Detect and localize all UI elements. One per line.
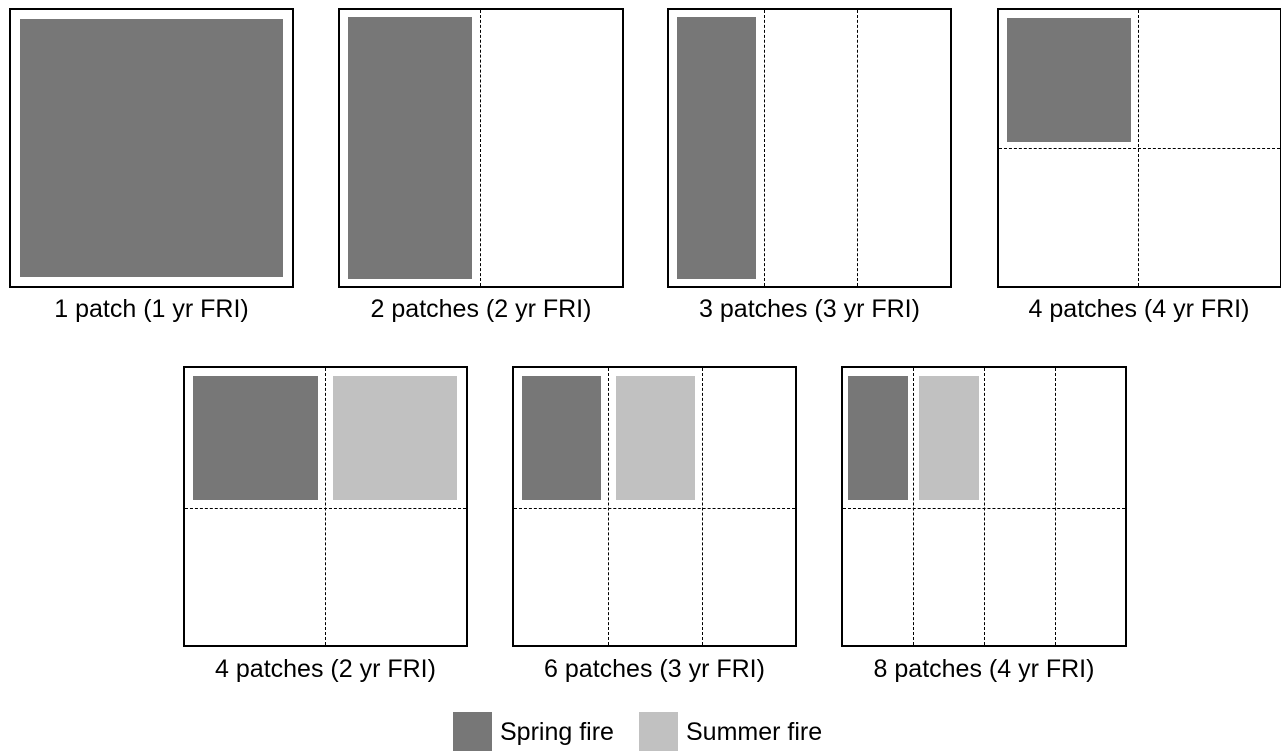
panel-caption: 1 patch (1 yr FRI) (54, 295, 249, 323)
patch-divider (702, 368, 703, 645)
spring-fire-swatch (453, 712, 492, 751)
panel-4-patches-4yr (997, 8, 1281, 288)
summer-fire-swatch (639, 712, 678, 751)
patch-divider (185, 508, 466, 509)
patch-divider (857, 10, 858, 286)
panel-2-patches-2yr (338, 8, 624, 288)
summer-fire-patch (919, 376, 979, 500)
panel-caption: 8 patches (4 yr FRI) (873, 655, 1095, 683)
summer-fire-patch (333, 376, 457, 500)
panel-6-patches-3yr (512, 366, 797, 647)
panel-caption: 4 patches (2 yr FRI) (215, 655, 436, 683)
spring-fire-patch (1007, 18, 1131, 142)
panel-caption: 2 patches (2 yr FRI) (370, 295, 592, 323)
panel-4-patches-2yr (183, 366, 468, 647)
spring-fire-patch (348, 17, 472, 279)
patch-divider (514, 508, 795, 509)
summer-fire-patch (616, 376, 695, 500)
panel-caption: 4 patches (4 yr FRI) (1028, 295, 1250, 323)
panel-1-patch-1yr (9, 8, 294, 288)
patch-divider (843, 508, 1125, 509)
patch-divider (325, 368, 326, 645)
patch-divider (764, 10, 765, 286)
panel-3-patches-3yr (667, 8, 952, 288)
spring-fire-patch (193, 376, 318, 500)
patch-divider (999, 148, 1280, 149)
panel-caption: 3 patches (3 yr FRI) (699, 295, 920, 323)
panel-caption: 6 patches (3 yr FRI) (544, 655, 765, 683)
panel-8-patches-4yr (841, 366, 1127, 647)
patch-divider (984, 368, 985, 645)
spring-fire-patch (20, 19, 283, 277)
patch-divider (1055, 368, 1056, 645)
spring-fire-patch (522, 376, 601, 500)
patch-divider (608, 368, 609, 645)
spring-fire-label: Spring fire (500, 718, 614, 746)
summer-fire-label: Summer fire (686, 718, 823, 746)
patch-divider (913, 368, 914, 645)
spring-fire-patch (848, 376, 908, 500)
patch-divider (480, 10, 481, 286)
spring-fire-patch (677, 17, 756, 279)
